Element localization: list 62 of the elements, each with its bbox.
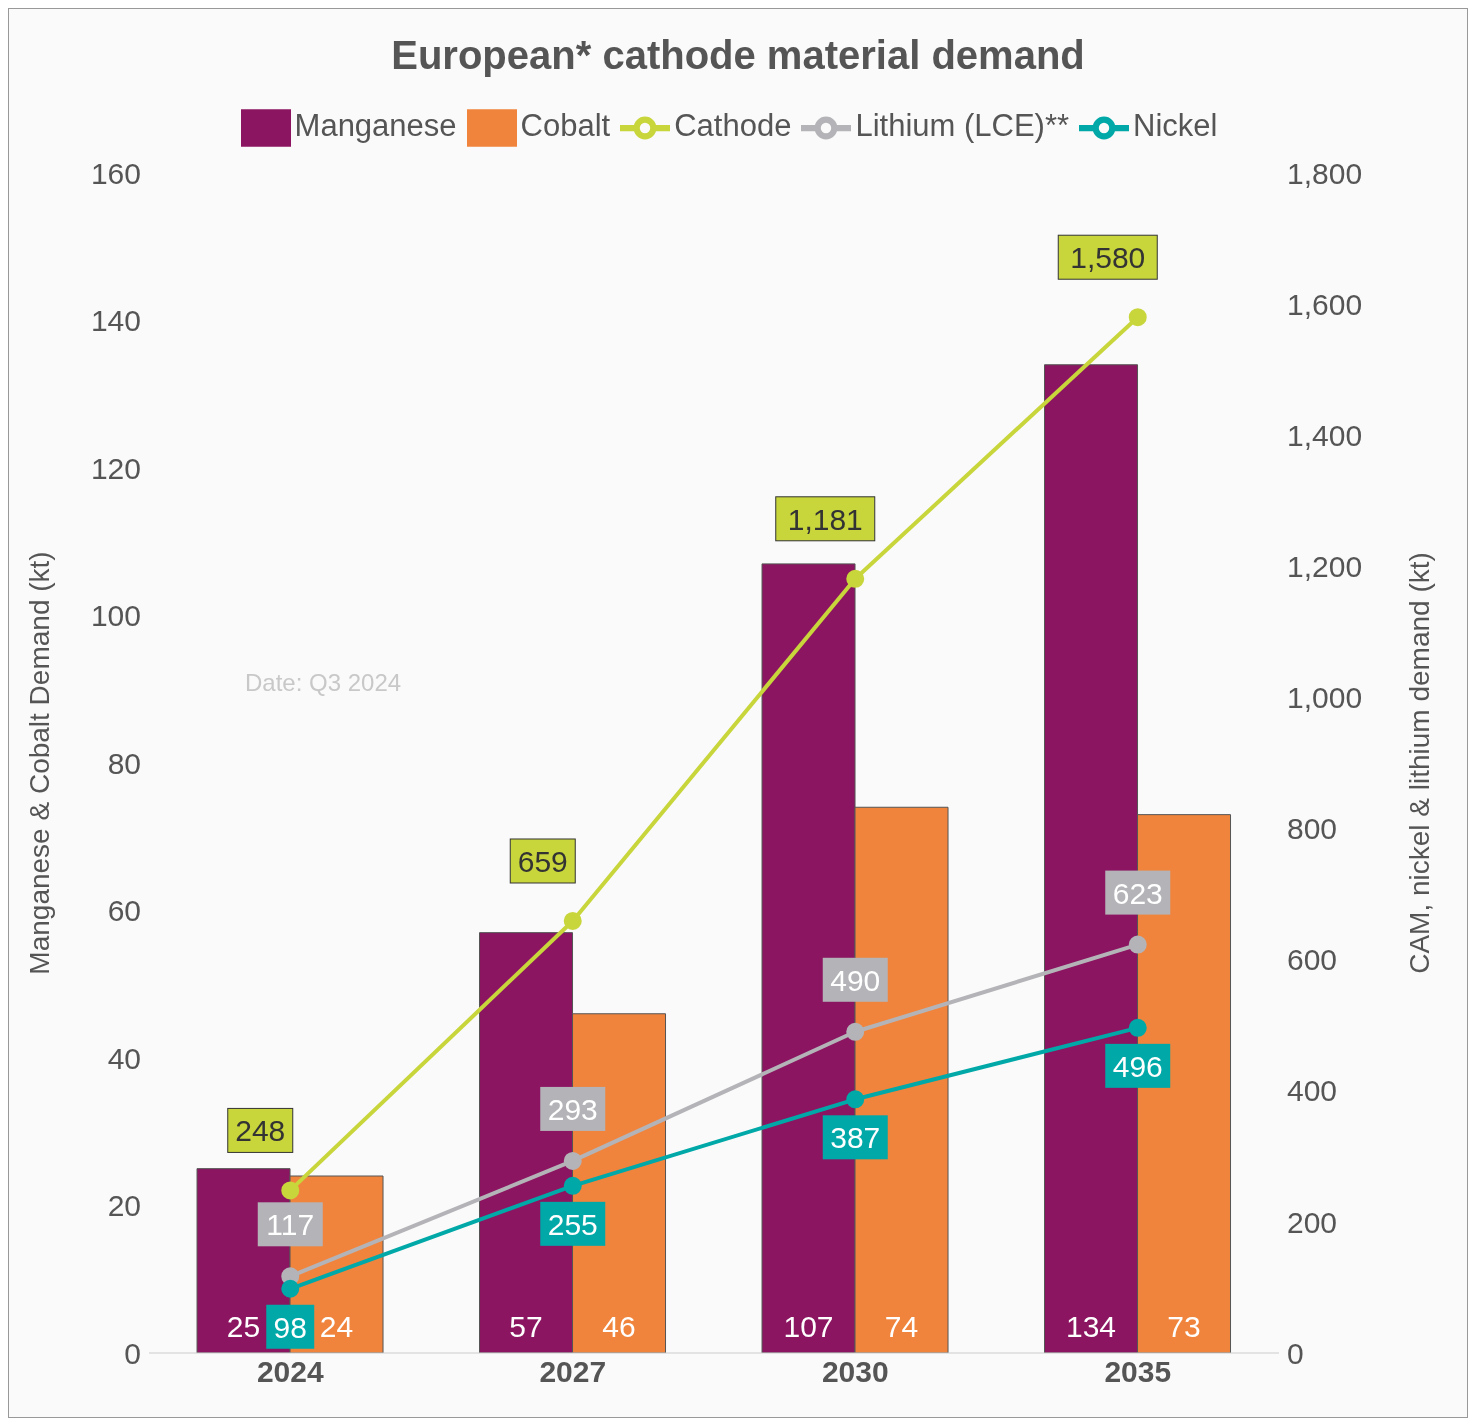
- point: [281, 1279, 300, 1298]
- y-tick-label: 80: [107, 746, 141, 780]
- x-tick-label: 2027: [539, 1355, 607, 1389]
- y2-tick-label: 800: [1287, 812, 1338, 846]
- legend-label: Lithium (LCE)**: [855, 108, 1070, 144]
- data-label: 24: [319, 1310, 354, 1343]
- y2-tick-label: 0: [1287, 1336, 1304, 1370]
- data-label: 293: [547, 1092, 598, 1126]
- y2-tick-label: 400: [1287, 1074, 1338, 1108]
- y2-tick-label: 1,000: [1287, 681, 1363, 715]
- data-label: 1,580: [1070, 241, 1146, 275]
- y2-axis-title: CAM, nickel & lithium demand (kt): [1403, 552, 1435, 974]
- legend-label: Cobalt: [520, 108, 611, 144]
- data-label: 25: [226, 1310, 261, 1343]
- data-label: 255: [547, 1207, 598, 1241]
- point: [846, 569, 865, 588]
- point: [846, 1022, 865, 1041]
- data-label: 496: [1112, 1049, 1163, 1083]
- data-label: 134: [1065, 1310, 1117, 1343]
- x-tick-label: 2030: [821, 1355, 889, 1389]
- y-tick-label: 20: [107, 1189, 141, 1223]
- legend-label: Manganese: [294, 108, 457, 144]
- data-label: 1,181: [787, 502, 863, 536]
- data-label: 623: [1112, 876, 1163, 910]
- y-axis-title: Manganese & Cobalt Demand (kt): [23, 551, 55, 975]
- y-tick-label: 120: [90, 451, 141, 485]
- data-label: 107: [783, 1310, 834, 1343]
- chart-title: European* cathode material demand: [390, 32, 1086, 79]
- legend-label: Cathode: [674, 108, 792, 144]
- data-label: 57: [509, 1310, 543, 1343]
- point: [563, 911, 582, 930]
- y2-tick-label: 600: [1287, 943, 1338, 977]
- y2-tick-label: 1,200: [1287, 549, 1363, 583]
- data-label: 46: [602, 1310, 636, 1343]
- y2-tick-label: 200: [1287, 1205, 1338, 1239]
- data-label: 490: [830, 963, 881, 997]
- data-label: 117: [266, 1208, 315, 1242]
- data-label: 98: [273, 1310, 307, 1344]
- x-tick-label: 2035: [1104, 1355, 1172, 1389]
- y-tick-label: 140: [90, 304, 141, 338]
- y2-tick-label: 1,400: [1287, 418, 1363, 452]
- point: [1128, 1018, 1147, 1037]
- data-label: 387: [830, 1121, 881, 1155]
- point: [846, 1090, 865, 1109]
- y2-tick-label: 1,600: [1287, 287, 1363, 321]
- y-tick-label: 100: [90, 599, 141, 633]
- data-label: 73: [1167, 1310, 1201, 1343]
- point: [281, 1181, 300, 1200]
- point: [563, 1151, 582, 1170]
- legend-label: Nickel: [1133, 108, 1218, 144]
- y2-tick-label: 1,800: [1287, 156, 1363, 190]
- data-label: 659: [517, 844, 568, 878]
- x-tick-label: 2024: [256, 1355, 324, 1389]
- y-tick-label: 60: [107, 894, 141, 928]
- point: [1128, 935, 1147, 954]
- point: [1128, 308, 1147, 327]
- data-label: 74: [884, 1310, 919, 1343]
- y-tick-label: 0: [124, 1336, 141, 1370]
- y-tick-label: 40: [107, 1041, 141, 1075]
- y-tick-label: 160: [90, 156, 141, 190]
- point: [563, 1176, 582, 1195]
- data-label: 248: [235, 1114, 286, 1148]
